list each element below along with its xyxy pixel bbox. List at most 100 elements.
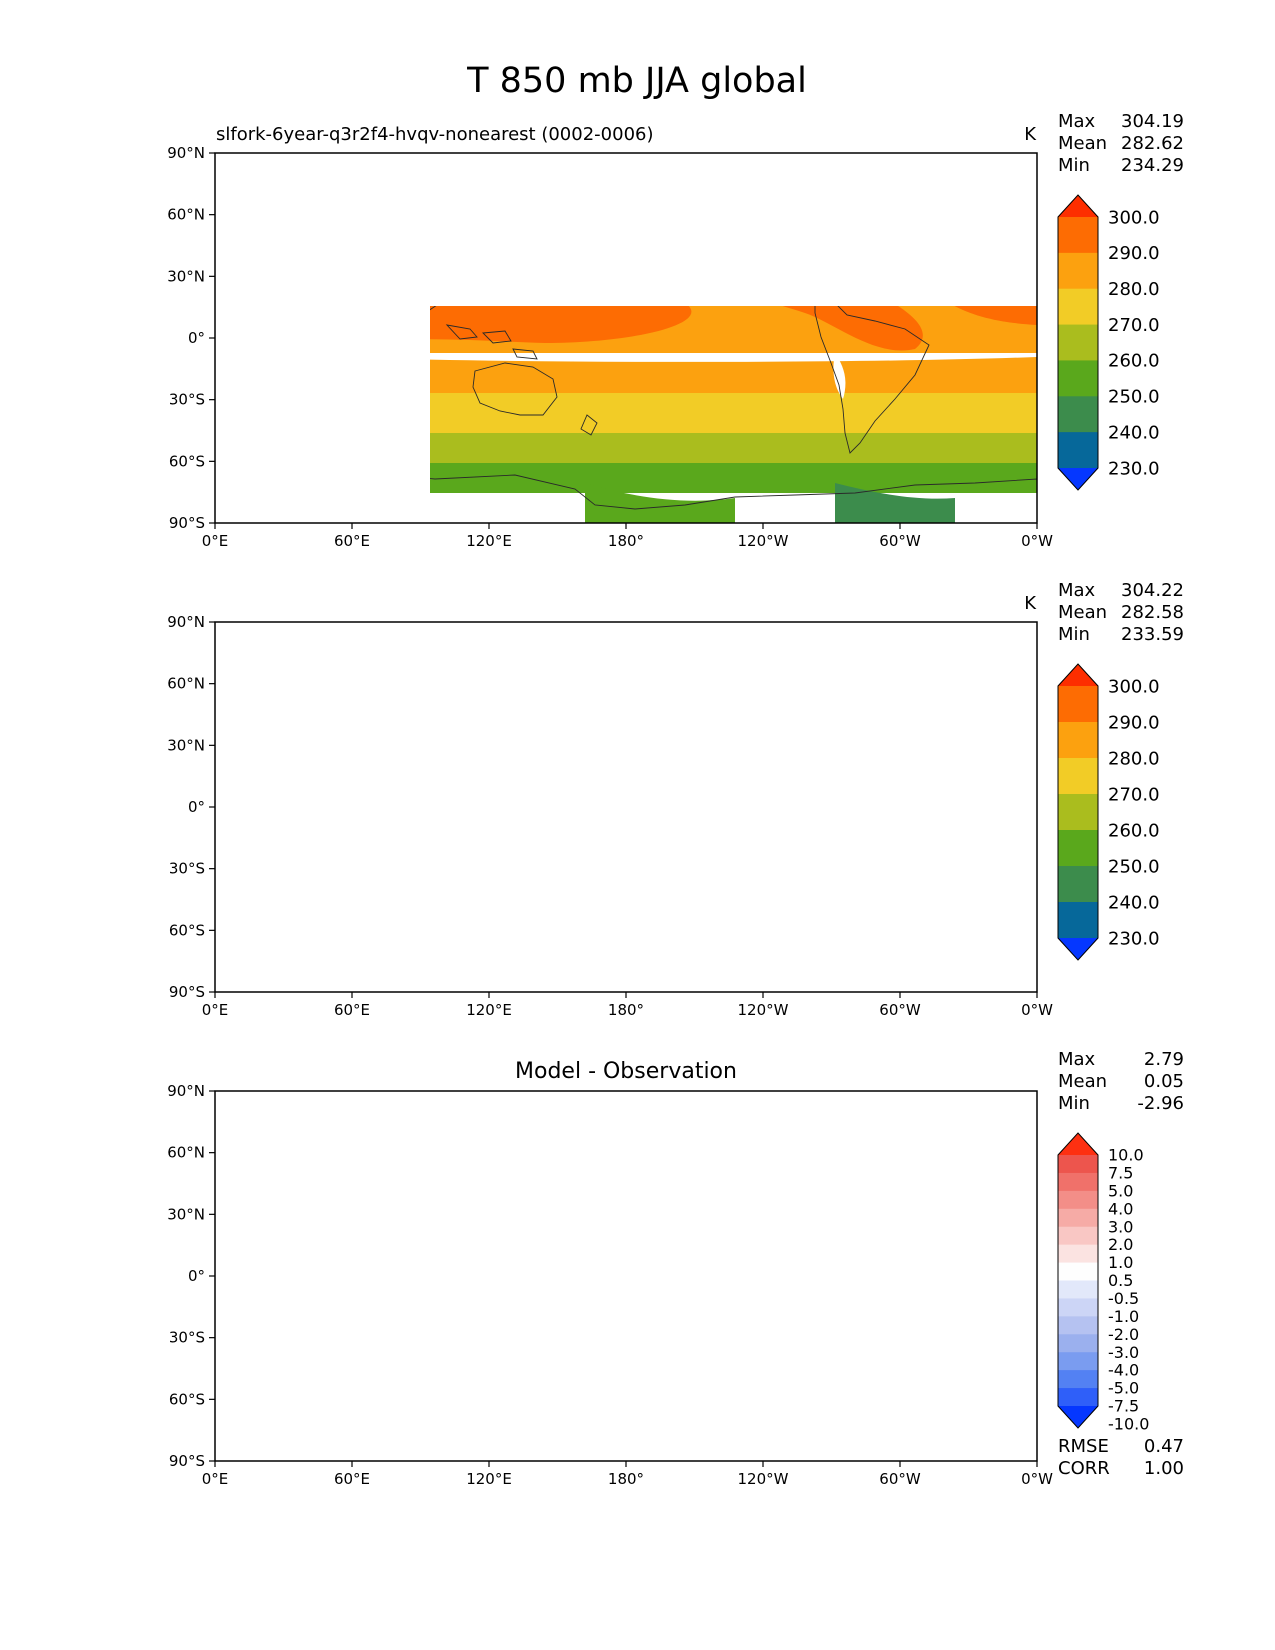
diff-cool-southern-ocean	[525, 1387, 785, 1439]
colorbar-segment	[1058, 1155, 1098, 1174]
colorbar-segment	[1058, 1352, 1098, 1371]
colorbar-segment	[1058, 1298, 1098, 1317]
stat-value: 2.79	[1144, 1049, 1184, 1070]
colorbar-label: 0.5	[1108, 1271, 1133, 1290]
colorbar-label: 260.0	[1108, 351, 1160, 372]
stat-value: 282.58	[1121, 602, 1184, 623]
colorbar-label: 290.0	[1108, 712, 1160, 733]
diff-cool-south-america-core	[850, 1324, 920, 1348]
y-tick-label: 0°	[188, 329, 205, 347]
panel-observation-map	[215, 622, 1037, 992]
mask-model-tibet	[365, 236, 455, 270]
band-obs-south-warm	[215, 822, 1037, 862]
metric-label: RMSE	[1058, 1436, 1109, 1457]
y-tick-label: 60°N	[167, 675, 205, 693]
x-tick-label: 0°E	[202, 1001, 229, 1019]
colorbar-label: 280.0	[1108, 279, 1160, 300]
stat-value: 304.22	[1121, 580, 1184, 601]
diff-warm-europe	[210, 1175, 300, 1207]
y-tick-label: 0°	[188, 798, 205, 816]
mask-model-greenland	[915, 167, 985, 206]
stat-value: 234.29	[1121, 155, 1184, 176]
axes-layer: 0°E 60°E 120°E 180° 120°W 60°W 0°W 90°N 60°N 30°N…	[167, 144, 1053, 1488]
y-tick-label: 90°S	[169, 983, 205, 1001]
stat-label: Max	[1058, 580, 1096, 601]
mask-obs-greenland	[915, 636, 985, 675]
metric-label: CORR	[1058, 1458, 1110, 1479]
x-tick-label: 60°W	[879, 1001, 921, 1019]
stat-value: 282.62	[1121, 133, 1184, 154]
panel-difference-subtitle: Model - Observation	[515, 1059, 737, 1084]
colorbar-extend-max	[1058, 664, 1098, 686]
x-tick-label: 120°E	[466, 532, 512, 550]
band-obs-n-mid	[215, 677, 1037, 722]
y-tick-label: 60°S	[169, 1390, 205, 1408]
band-obs-north	[215, 622, 1037, 677]
hot-region-model-africa-asia	[430, 306, 692, 343]
stats-layer: Max 304.19 Mean 282.62 Min 234.29 Max 304.22 Mea…	[1058, 111, 1184, 1479]
colorbar-label: 1.0	[1108, 1253, 1133, 1272]
metric-value: 0.47	[1144, 1436, 1184, 1457]
x-tick-label: 0°W	[1021, 1470, 1053, 1488]
x-tick-label: 60°W	[879, 1470, 921, 1488]
antarctic-obs-pacific	[585, 952, 735, 992]
colorbar-segment	[1058, 396, 1098, 433]
stat-label: Min	[1058, 155, 1090, 176]
hot-region-obs-atlantic	[935, 736, 1037, 794]
diff-warm-antarctic-e	[815, 1392, 1035, 1440]
y-tick-label: 30°N	[167, 736, 205, 754]
y-tick-label: 0°	[188, 1267, 205, 1285]
colorbar-label: 250.0	[1108, 387, 1160, 408]
panel-observation-units: K	[1024, 593, 1037, 614]
colorbar-segment	[1058, 1370, 1098, 1389]
stat-value: 0.05	[1144, 1071, 1184, 1092]
x-tick-label: 120°W	[738, 1470, 789, 1488]
colorbar-label: 290.0	[1108, 243, 1160, 264]
colorbar-extend-min	[1058, 1406, 1098, 1428]
colorbar-label: -4.0	[1108, 1361, 1139, 1380]
y-tick-label: 30°S	[169, 1329, 205, 1347]
hot-region-obs-americas	[735, 738, 923, 820]
coastlines-observation	[215, 634, 1037, 992]
y-tick-label: 90°S	[169, 1452, 205, 1470]
colorbar-segment	[1058, 288, 1098, 326]
stat-value: -2.96	[1137, 1093, 1184, 1114]
band-model-n-mid	[215, 208, 1037, 253]
colorbar-label: 3.0	[1108, 1217, 1133, 1236]
stat-label: Min	[1058, 1093, 1090, 1114]
colorbar-label: 230.0	[1108, 928, 1160, 949]
diff-cool-asia	[355, 1151, 415, 1171]
panel-model-subtitle: slfork-6year-q3r2f4-hvqv-nonearest (0002…	[216, 124, 654, 145]
y-tick-label: 90°S	[169, 514, 205, 532]
colorbar-extend-max	[1058, 195, 1098, 217]
diff-background	[215, 1091, 1037, 1461]
panel-difference-map	[210, 1091, 1037, 1461]
antarctic-model-pacific	[585, 483, 735, 523]
antarctic-model-peninsula	[835, 483, 955, 523]
colorbar-label: 270.0	[1108, 784, 1160, 805]
x-tick-label: 0°E	[202, 1470, 229, 1488]
stat-value: 233.59	[1121, 624, 1184, 645]
colorbar-label: 260.0	[1108, 820, 1160, 841]
colorbar-segment	[1058, 722, 1098, 759]
mask-obs-andes	[833, 822, 845, 868]
colorbar-label: 4.0	[1108, 1199, 1133, 1218]
panel-observation: K	[214, 593, 1038, 993]
hot-spot-model-mideast	[285, 260, 375, 296]
colorbar-segment	[1058, 1262, 1098, 1281]
diff-warm-siberia-core	[460, 1123, 540, 1147]
diff-cool-arctic-w	[215, 1101, 275, 1121]
colorbar-outline	[1057, 1132, 1099, 1429]
stat-label: Max	[1058, 1049, 1096, 1070]
colorbar-extend-min	[1058, 938, 1098, 960]
diff-cool-arctic-pacific	[590, 1129, 700, 1161]
x-tick-label: 180°	[608, 1470, 644, 1488]
x-tick-label: 120°E	[466, 1470, 512, 1488]
band-model-north	[215, 153, 1037, 208]
colorbar-label: 2.0	[1108, 1235, 1133, 1254]
colorbar-segment	[1058, 1280, 1098, 1299]
x-tick-label: 0°E	[202, 532, 229, 550]
colorbar-segment	[1058, 902, 1098, 939]
stat-label: Mean	[1058, 133, 1107, 154]
colorbar-segment	[1058, 1190, 1098, 1210]
